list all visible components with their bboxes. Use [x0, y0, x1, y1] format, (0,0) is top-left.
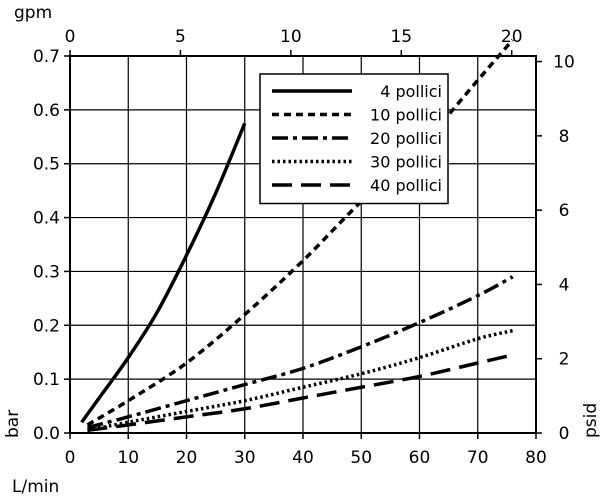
series: [80, 38, 515, 433]
legend-label: 4 pollici: [380, 82, 442, 101]
x-top-tick-label: 0: [65, 27, 76, 47]
x-bottom-tick-label: 20: [176, 448, 198, 468]
x-top-tick-label: 20: [501, 27, 523, 47]
y-right-tick-label: 0: [559, 424, 570, 444]
x-bottom-tick-label: 0: [65, 448, 76, 468]
x-bottom-tick-label: 80: [525, 448, 547, 468]
y-right-tick-label: 2: [559, 350, 570, 370]
legend-label: 30 pollici: [370, 153, 442, 172]
legend-label: 10 pollici: [370, 106, 442, 125]
y-right-tick-label: 8: [559, 127, 570, 147]
y-right-tick-label: 10: [553, 53, 575, 73]
y-left-tick-label: 0.2: [33, 316, 60, 336]
ticks: 0 10 20 30 40 50 60 70 800 5 10 15 200.00.10.20.30.4…: [33, 27, 575, 468]
y-left-tick-label: 0.0: [33, 424, 60, 444]
y-right-tick-label: 6: [559, 201, 570, 221]
y-left-tick-label: 0.6: [33, 101, 60, 121]
y-axis-title-right: psid: [581, 403, 600, 438]
y-right-tick-label: 4: [559, 275, 570, 295]
x-top-tick-label: 15: [390, 27, 412, 47]
x-top-tick-label: 5: [175, 27, 186, 47]
x-top-tick-label: 10: [280, 27, 302, 47]
y-left-tick-label: 0.5: [33, 155, 60, 175]
series-line-3: [87, 275, 514, 430]
x-bottom-tick-label: 70: [467, 448, 489, 468]
series-line-2: [86, 38, 515, 427]
series-line-5: [87, 353, 514, 433]
legend-box: [259, 73, 449, 205]
legend-label: 40 pollici: [370, 176, 442, 195]
x-bottom-tick-label: 40: [292, 448, 314, 468]
x-bottom-tick-label: 30: [234, 448, 256, 468]
y-left-tick-label: 0.1: [33, 370, 60, 390]
y-left-tick-label: 0.7: [33, 47, 60, 67]
x-bottom-tick-label: 10: [117, 448, 139, 468]
legend: 4 pollici 10 pollici 20 pollici 30 pollici 4…: [259, 73, 449, 205]
y-axis-title-left: bar: [3, 410, 23, 438]
legend-label: 20 pollici: [370, 129, 442, 148]
x-axis-title-bottom: L/min: [12, 477, 59, 497]
x-bottom-tick-label: 50: [350, 448, 372, 468]
series-line-4: [87, 328, 514, 433]
y-left-tick-label: 0.3: [33, 262, 60, 282]
series-line-1: [80, 122, 247, 424]
x-bottom-tick-label: 60: [409, 448, 431, 468]
x-axis-title-top: gpm: [14, 3, 52, 23]
y-left-tick-label: 0.4: [33, 209, 60, 229]
